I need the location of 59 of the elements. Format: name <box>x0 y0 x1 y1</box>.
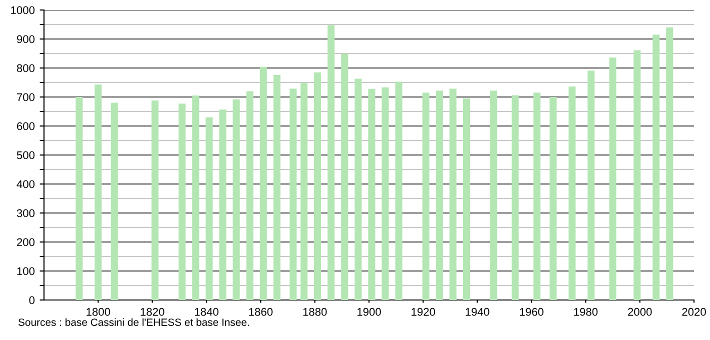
x-tick-label: 2020 <box>682 308 706 316</box>
x-tick-label: 1840 <box>194 308 218 316</box>
bar <box>328 25 335 300</box>
y-tick-label: 800 <box>16 64 35 72</box>
bar <box>232 99 240 300</box>
x-tick-label: 1860 <box>249 308 273 316</box>
bar <box>422 92 430 300</box>
bar <box>246 91 254 300</box>
bar <box>395 82 402 300</box>
x-tick-label: 1900 <box>357 308 381 316</box>
bar <box>152 100 159 300</box>
bar <box>588 70 595 300</box>
bar <box>550 97 557 300</box>
bar <box>490 90 498 300</box>
bar <box>192 96 200 300</box>
bar <box>260 66 267 300</box>
y-tick-label: 900 <box>16 35 35 44</box>
bar <box>533 92 540 300</box>
x-tick-label: 1880 <box>303 308 327 316</box>
bar <box>354 78 362 300</box>
y-tick-label: 400 <box>16 180 35 188</box>
bar <box>76 97 83 300</box>
y-tick-label: 600 <box>17 122 35 130</box>
x-tick-label: 1820 <box>140 308 164 316</box>
bar <box>314 72 322 300</box>
bar <box>94 84 102 300</box>
bar <box>382 87 389 300</box>
bar <box>568 86 576 300</box>
x-tick-label: 1940 <box>466 308 490 316</box>
x-tick-label: 1800 <box>86 308 110 316</box>
bar <box>436 90 443 300</box>
y-tick-label: 1000 <box>11 6 35 14</box>
bar <box>462 98 470 300</box>
bar <box>341 54 348 300</box>
y-tick-label: 700 <box>17 93 35 102</box>
y-tick-label: 500 <box>16 151 35 160</box>
bar <box>290 88 297 300</box>
x-tick-label: 1920 <box>412 308 436 316</box>
y-tick-label: 0 <box>29 296 35 304</box>
bar <box>178 104 186 300</box>
bar <box>300 83 308 300</box>
bar <box>512 95 519 300</box>
x-tick-label: 1980 <box>574 308 598 316</box>
y-tick-label: 200 <box>16 238 35 246</box>
bar <box>206 117 213 300</box>
bar <box>449 88 456 300</box>
x-tick-label: 1960 <box>520 308 544 316</box>
bar <box>652 34 660 300</box>
source-note: Sources : base Cassini de l'EHESS et base Insee. <box>18 318 249 326</box>
bar <box>634 50 641 300</box>
bar <box>110 102 118 300</box>
y-tick-label: 300 <box>16 209 35 218</box>
x-tick-label: 2000 <box>628 308 652 316</box>
bar <box>666 27 674 300</box>
bar <box>219 109 226 300</box>
y-tick-label: 100 <box>17 267 35 276</box>
bar <box>609 58 616 300</box>
bar <box>368 88 376 300</box>
bar <box>273 74 280 300</box>
